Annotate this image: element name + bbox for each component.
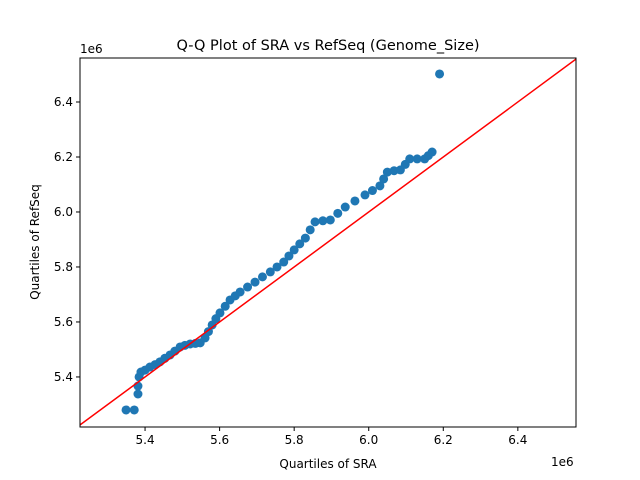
data-point bbox=[220, 301, 230, 311]
data-point bbox=[382, 167, 392, 177]
y-offset-label: 1e6 bbox=[80, 42, 103, 56]
y-tick-label: 6.0 bbox=[54, 205, 73, 219]
y-tick-label: 6.4 bbox=[54, 95, 73, 109]
data-point bbox=[243, 282, 253, 292]
data-point bbox=[121, 405, 131, 415]
x-tick-label: 5.6 bbox=[210, 433, 229, 447]
data-point bbox=[250, 277, 260, 287]
data-point bbox=[272, 262, 282, 272]
plot-frame bbox=[79, 57, 577, 428]
x-offset-label: 1e6 bbox=[551, 455, 574, 469]
y-axis-label: Quartiles of RefSeq bbox=[28, 184, 42, 300]
data-point bbox=[133, 389, 143, 399]
data-point bbox=[279, 257, 289, 267]
data-point bbox=[405, 154, 415, 164]
data-point bbox=[333, 208, 343, 218]
data-point bbox=[325, 215, 335, 225]
data-point bbox=[435, 69, 445, 79]
y-tick-label: 5.4 bbox=[54, 370, 73, 384]
data-point bbox=[427, 147, 437, 157]
reference-line bbox=[80, 58, 576, 426]
data-point bbox=[412, 154, 422, 164]
data-point bbox=[340, 202, 350, 212]
data-point bbox=[310, 217, 320, 227]
data-point bbox=[284, 251, 294, 261]
x-tick-label: 5.4 bbox=[136, 433, 155, 447]
data-point bbox=[235, 287, 245, 297]
data-point bbox=[265, 267, 275, 277]
data-point bbox=[215, 308, 225, 318]
data-point bbox=[350, 196, 360, 206]
data-point bbox=[375, 181, 385, 191]
data-point bbox=[295, 239, 305, 249]
x-axis-label: Quartiles of SRA bbox=[279, 457, 377, 471]
data-point bbox=[360, 190, 370, 200]
data-point bbox=[257, 272, 267, 282]
x-tick-label: 6.0 bbox=[359, 433, 378, 447]
y-tick-label: 5.8 bbox=[54, 260, 73, 274]
y-tick-label: 6.2 bbox=[54, 150, 73, 164]
data-point bbox=[318, 216, 328, 226]
data-point bbox=[367, 186, 377, 196]
data-point bbox=[129, 405, 139, 415]
data-point bbox=[300, 233, 310, 243]
data-point bbox=[289, 245, 299, 255]
data-point bbox=[305, 225, 315, 235]
data-point bbox=[379, 174, 389, 184]
chart-title: Q-Q Plot of SRA vs RefSeq (Genome_Size) bbox=[176, 38, 479, 54]
x-tick-label: 6.2 bbox=[434, 433, 453, 447]
y-tick-label: 5.6 bbox=[54, 315, 73, 329]
x-tick-label: 6.4 bbox=[508, 433, 527, 447]
x-tick-label: 5.8 bbox=[285, 433, 304, 447]
